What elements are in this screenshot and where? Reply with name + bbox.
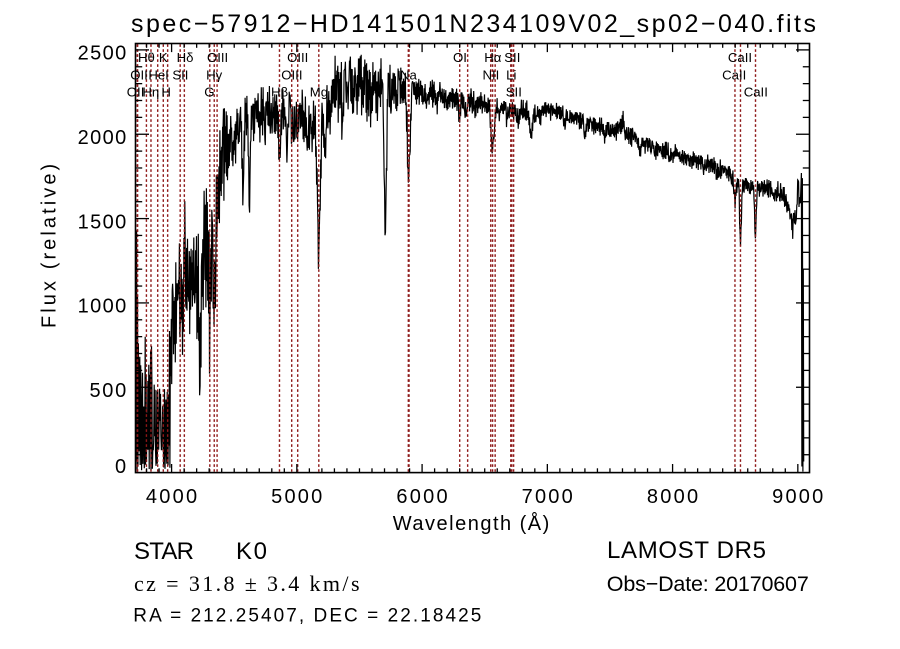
svg-text:Hθ: Hθ [138,50,155,65]
svg-text:CaII: CaII [744,85,768,100]
svg-text:OII: OII [130,67,148,82]
svg-text:OI: OI [453,50,467,65]
svg-text:500: 500 [90,380,127,402]
svg-text:cz = 31.8 ± 3.4 km/s: cz = 31.8 ± 3.4 km/s [134,571,360,596]
svg-text:NII: NII [482,67,499,82]
svg-text:CaII: CaII [728,50,752,65]
svg-text:HeI: HeI [148,67,169,82]
svg-text:SII: SII [504,50,520,65]
svg-text:OIII: OIII [287,50,308,65]
svg-text:CaII: CaII [722,67,746,82]
svg-text:Hγ: Hγ [206,67,223,82]
svg-text:5000: 5000 [271,486,323,508]
svg-text:STAR: STAR [134,538,194,565]
svg-text:Na: Na [400,67,418,82]
svg-text:2000: 2000 [78,127,127,149]
svg-text:1000: 1000 [78,296,127,318]
svg-text:8000: 8000 [647,486,699,508]
svg-text:0: 0 [115,456,126,478]
svg-text:OII: OII [127,85,145,100]
svg-text:K: K [159,50,168,65]
svg-text:Wavelength (Å): Wavelength (Å) [393,512,550,535]
svg-text:6000: 6000 [396,486,448,508]
svg-text:Mg: Mg [310,85,328,100]
svg-text:Li: Li [506,67,516,82]
svg-text:H: H [161,85,171,100]
svg-text:Hη: Hη [142,85,159,100]
svg-text:spec−57912−HD141501N234109V02_: spec−57912−HD141501N234109V02_sp02−040.f… [131,10,816,38]
svg-text:1500: 1500 [78,211,127,233]
svg-text:Hβ: Hβ [271,85,289,100]
svg-text:SII: SII [172,67,188,82]
svg-text:RA = 212.25407, DEC = 22.1842: RA = 212.25407, DEC = 22.18425 [133,606,481,627]
svg-text:Hδ: Hδ [177,50,194,65]
svg-text:2500: 2500 [78,43,127,65]
svg-text:Hα: Hα [484,50,502,65]
svg-text:Flux (relative): Flux (relative) [39,164,61,329]
svg-text:4000: 4000 [146,486,198,508]
svg-text:LAMOST DR5: LAMOST DR5 [607,537,766,564]
svg-text:G: G [204,85,214,100]
svg-text:7000: 7000 [522,486,574,508]
svg-text:SII: SII [506,85,522,100]
svg-text:Obs−Date: 20170607: Obs−Date: 20170607 [607,572,809,596]
svg-text:K0: K0 [236,538,267,565]
svg-text:9000: 9000 [772,486,824,508]
svg-text:OIII: OIII [281,67,302,82]
svg-text:OIII: OIII [207,50,228,65]
